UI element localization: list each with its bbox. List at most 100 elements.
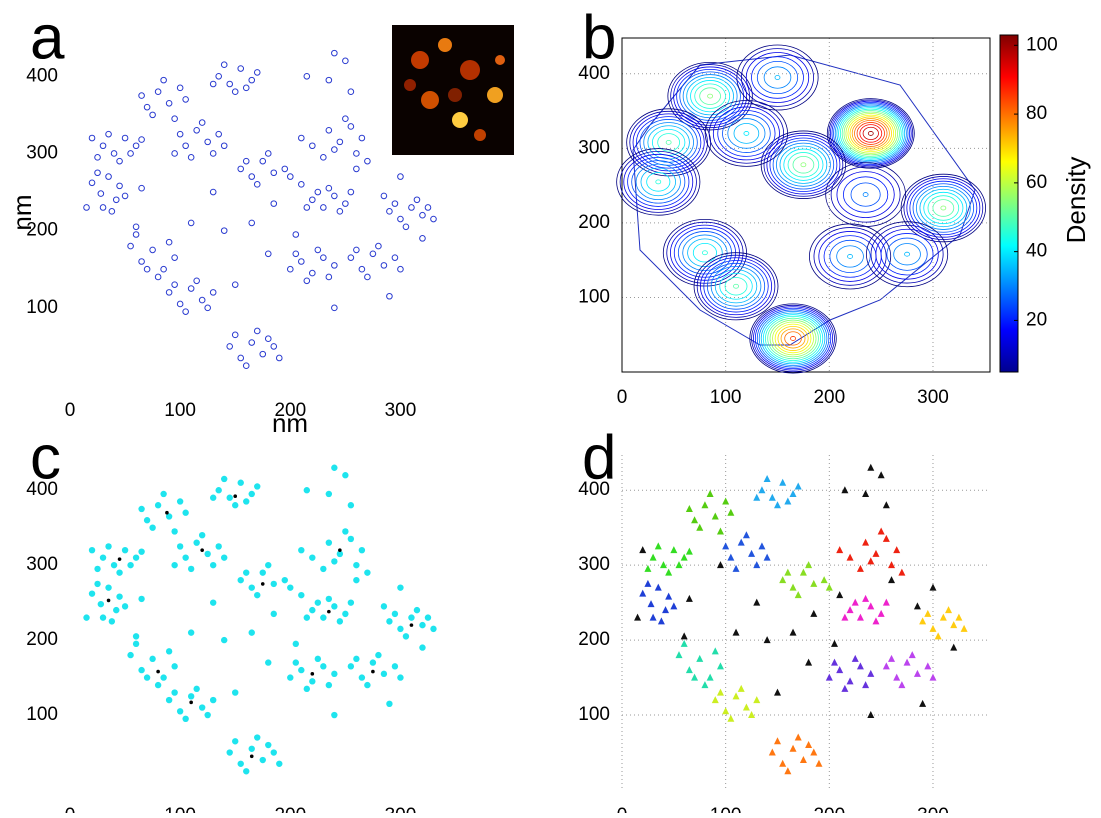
contour-line: [826, 163, 906, 227]
point: [160, 491, 166, 497]
point: [109, 618, 115, 624]
point: [177, 301, 183, 307]
colorbar-tick-label: 60: [1026, 172, 1047, 193]
point: [183, 143, 189, 149]
contour-line: [920, 189, 967, 226]
point: [354, 151, 360, 157]
point: [331, 558, 337, 564]
point: [171, 663, 177, 669]
point: [717, 689, 724, 696]
point: [337, 618, 343, 624]
point: [144, 104, 150, 110]
point: [717, 662, 724, 669]
point: [381, 603, 387, 609]
point: [888, 561, 895, 568]
point: [332, 305, 338, 311]
point: [232, 738, 238, 744]
point: [282, 166, 288, 172]
contour-line: [850, 117, 892, 150]
point: [183, 309, 189, 315]
point: [398, 216, 404, 222]
contour-line: [683, 235, 727, 271]
point: [84, 205, 90, 211]
point: [113, 197, 119, 203]
point: [857, 614, 864, 621]
point: [872, 617, 879, 624]
x-tick-label: 0: [65, 805, 76, 813]
point: [276, 355, 282, 361]
point: [898, 681, 905, 688]
point: [326, 77, 332, 83]
point: [686, 666, 693, 673]
point: [805, 741, 812, 748]
point: [727, 715, 734, 722]
point: [98, 601, 104, 607]
point: [955, 614, 962, 621]
point: [381, 193, 387, 199]
contour-line: [644, 122, 694, 162]
point: [304, 614, 310, 620]
contour-line: [728, 119, 765, 149]
point: [149, 656, 155, 662]
point: [414, 197, 420, 203]
point: [795, 482, 802, 489]
point: [841, 685, 848, 692]
contour-line: [830, 240, 870, 272]
point: [193, 686, 199, 692]
colorbar-label: Density: [1061, 157, 1091, 244]
point: [188, 629, 194, 635]
point: [243, 569, 249, 575]
point: [662, 606, 669, 613]
point: [127, 652, 133, 658]
inset-image: [392, 25, 514, 155]
contour-line: [746, 53, 808, 103]
contour-line: [700, 88, 721, 105]
point: [100, 614, 106, 620]
contour-line: [846, 114, 896, 154]
point: [872, 550, 879, 557]
contour-line: [773, 140, 834, 188]
point: [172, 151, 178, 157]
point: [216, 73, 222, 79]
point: [243, 85, 249, 91]
point: [304, 686, 310, 692]
cluster-center: [338, 548, 342, 552]
point: [795, 734, 802, 741]
contour-line: [757, 61, 797, 93]
contour-line: [837, 172, 894, 218]
point: [644, 580, 651, 587]
point: [332, 193, 338, 199]
point: [670, 602, 677, 609]
point: [722, 707, 729, 714]
contour-line: [702, 251, 707, 255]
point: [326, 274, 332, 280]
point: [883, 535, 890, 542]
point: [893, 546, 900, 553]
point: [166, 697, 172, 703]
contour-line: [755, 308, 830, 368]
point: [707, 490, 714, 497]
contour-line: [648, 126, 690, 159]
x-tick-label: 100: [710, 805, 742, 813]
point: [392, 663, 398, 669]
point: [304, 278, 310, 284]
point: [113, 607, 119, 613]
point: [847, 554, 854, 561]
contour-line: [764, 133, 843, 196]
point: [144, 517, 150, 523]
point: [332, 147, 338, 153]
point: [348, 189, 354, 195]
point: [764, 475, 771, 482]
point: [227, 495, 233, 501]
point: [370, 251, 376, 257]
panel: c0100200300100200300400: [26, 423, 436, 813]
point: [722, 497, 729, 504]
contour-line: [752, 57, 804, 99]
point: [100, 554, 106, 560]
point: [221, 637, 227, 643]
point: [800, 756, 807, 763]
point: [681, 632, 688, 639]
point: [310, 270, 316, 276]
point: [655, 542, 662, 549]
point: [665, 593, 672, 600]
